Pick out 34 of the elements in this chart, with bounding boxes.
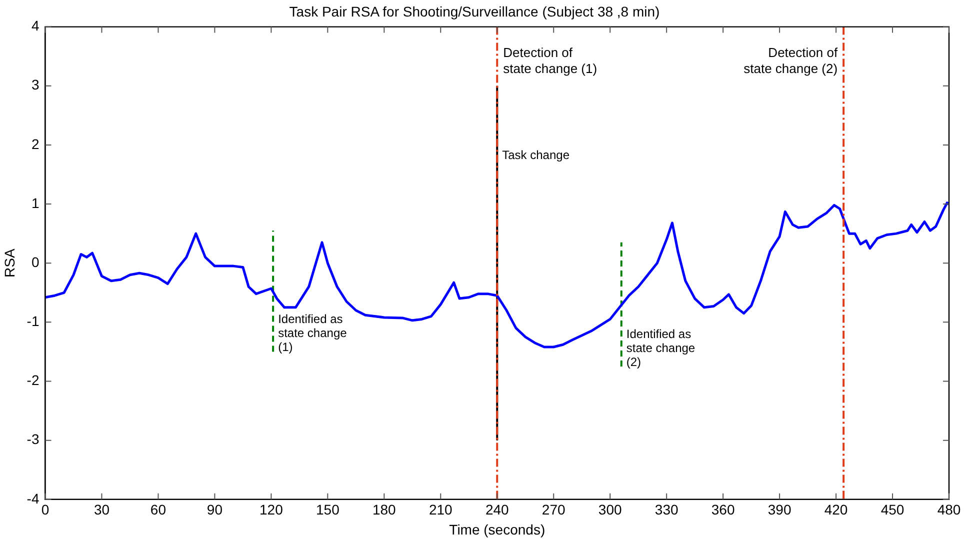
x-tick-label: 0: [41, 502, 50, 518]
y-tick-label: 4: [31, 18, 40, 34]
y-tick-label: -4: [26, 490, 40, 506]
y-tick-label: -2: [26, 372, 40, 388]
x-tick-label: 180: [372, 502, 396, 518]
x-tick-label: 270: [542, 502, 566, 518]
y-tick-label: 2: [31, 136, 40, 152]
x-tick-label: 240: [485, 502, 510, 518]
x-tick-label: 330: [654, 502, 678, 518]
x-tick-label: 480: [937, 502, 961, 518]
x-axis-title: Time (seconds): [449, 521, 546, 538]
ref-line-label: Detection of state change (1): [503, 44, 598, 76]
chart-title: Task Pair RSA for Shooting/Surveillance (Subject 38 ,8 min): [289, 3, 660, 20]
x-tick-label: 450: [880, 502, 904, 518]
ref-line-label: Detection of state change (2): [744, 44, 838, 76]
x-tick-label: 390: [768, 502, 792, 518]
y-tick-label: 0: [31, 254, 40, 270]
x-tick-label: 120: [260, 502, 284, 518]
x-tick-label: 210: [428, 502, 453, 518]
x-tick-label: 30: [94, 502, 110, 518]
series-label: Identified as state change (2): [626, 326, 696, 369]
y-tick-label: 3: [31, 76, 40, 93]
x-tick-label: 420: [824, 502, 848, 518]
x-tick-label: 360: [711, 502, 735, 518]
x-tick-label: 90: [206, 502, 223, 518]
series-label: Task change: [502, 148, 570, 162]
x-tick-label: 60: [150, 502, 166, 518]
y-tick-label: -1: [26, 313, 40, 330]
y-tick-label: -3: [26, 431, 40, 448]
y-axis-title: RSA: [1, 248, 18, 278]
y-tick-label: 1: [31, 194, 40, 211]
x-tick-label: 150: [316, 502, 340, 518]
x-tick-label: 300: [598, 502, 622, 518]
series-label: Identified as state change (1): [278, 312, 348, 354]
